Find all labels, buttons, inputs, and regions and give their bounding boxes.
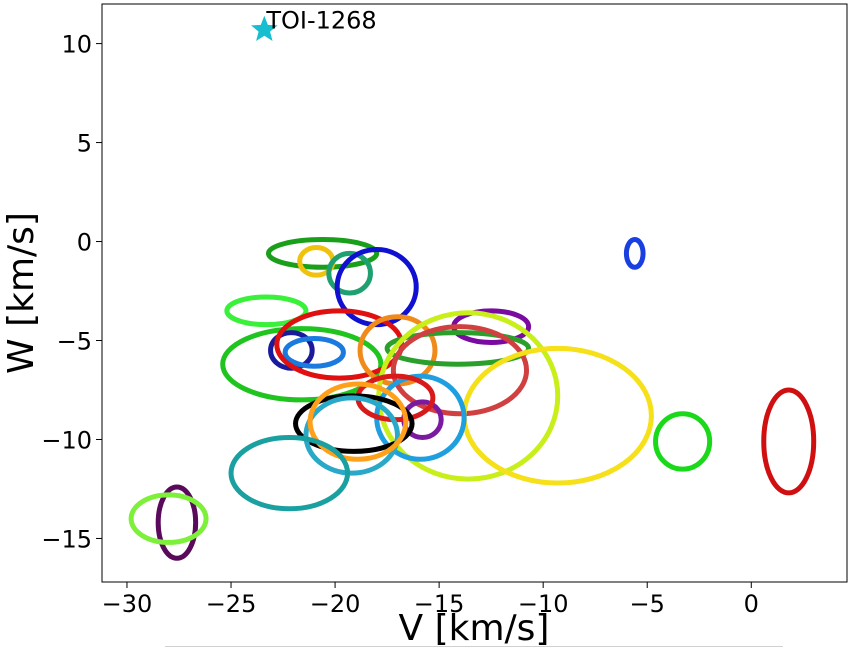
y-tick-label: 5 (77, 130, 92, 158)
target-marker-group: TOI-1268 (251, 7, 377, 42)
y-tick-label: −10 (41, 426, 92, 454)
y-tick-label: −15 (41, 525, 92, 553)
axes-frame (101, 3, 848, 583)
x-tick-label: −10 (518, 590, 569, 618)
x-tick-label: −20 (310, 590, 361, 618)
error-ellipse (265, 237, 380, 270)
error-ellipse (220, 326, 384, 403)
y-axis-label: W [km/s] (1, 212, 42, 374)
error-ellipse (653, 411, 713, 472)
y-tick-label: 10 (61, 31, 92, 59)
x-tick-label: −15 (414, 590, 465, 618)
error-ellipse (274, 308, 405, 381)
error-ellipse (376, 310, 561, 482)
error-ellipse (307, 381, 409, 462)
error-ellipse (224, 294, 309, 328)
target-star-icon (251, 15, 278, 42)
error-ellipse (761, 387, 817, 496)
error-ellipse (390, 324, 530, 417)
y-axis-ticks: −15 −10 −5 0 5 10 (41, 31, 102, 553)
x-axis-ticks: −30 −25 −20 −15 −10 −5 0 (102, 582, 759, 618)
x-tick-label: −30 (102, 590, 153, 618)
x-tick-label: 0 (744, 590, 759, 618)
error-ellipse (326, 250, 373, 296)
error-ellipse (623, 237, 646, 270)
y-tick-label: 0 (77, 229, 92, 257)
x-axis-label: V [km/s] (399, 608, 550, 649)
target-label: TOI-1268 (265, 7, 376, 35)
bottom-edge-strip (165, 646, 783, 653)
error-ellipse (155, 484, 199, 561)
error-ellipse (303, 395, 401, 476)
error-ellipse (128, 492, 209, 545)
y-tick-label: −5 (57, 328, 92, 356)
ellipse-layer (128, 237, 817, 561)
error-ellipse (228, 435, 351, 512)
error-ellipse (384, 330, 532, 367)
x-tick-label: −5 (630, 590, 665, 618)
x-tick-label: −25 (206, 590, 257, 618)
error-ellipse (282, 336, 346, 369)
